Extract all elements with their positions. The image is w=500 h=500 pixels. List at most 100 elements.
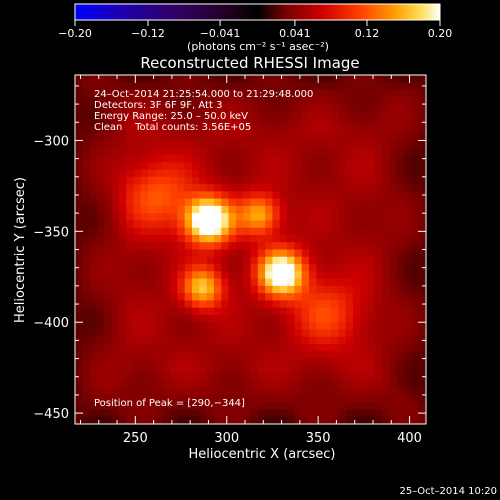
heatmap-cell — [89, 213, 98, 222]
heatmap-cell — [118, 220, 127, 229]
heatmap-cell — [140, 104, 149, 112]
heatmap-cell — [352, 227, 361, 236]
heatmap-cell — [82, 344, 91, 352]
heatmap-cell — [257, 380, 266, 389]
heatmap-cell — [404, 220, 412, 229]
heatmap-cell — [316, 380, 325, 389]
heatmap-cell — [184, 278, 193, 287]
heatmap-cell — [367, 293, 376, 301]
heatmap-cell — [396, 373, 405, 381]
heatmap-cell — [374, 227, 383, 236]
heatmap-cell — [162, 293, 171, 301]
heatmap-cell — [170, 278, 178, 287]
heatmap-cell — [272, 89, 281, 98]
heatmap-cell — [411, 387, 420, 396]
heatmap-cell — [192, 176, 200, 185]
heatmap-cell — [382, 147, 391, 156]
heatmap-cell — [338, 300, 347, 309]
heatmap-cell — [265, 365, 274, 374]
heatmap-cell — [133, 256, 142, 265]
heatmap-cell — [301, 402, 310, 411]
heatmap-cell — [338, 322, 347, 331]
heatmap-cell — [96, 300, 105, 309]
heatmap-cell — [382, 264, 391, 272]
heatmap-cell — [418, 125, 426, 134]
heatmap-cell — [338, 278, 347, 287]
heatmap-cell — [177, 271, 186, 280]
heatmap-cell — [148, 205, 157, 214]
heatmap-cell — [177, 307, 186, 316]
heatmap-cell — [199, 256, 208, 265]
heatmap-cell — [411, 402, 420, 411]
heatmap-cell — [89, 322, 98, 331]
heatmap-cell — [389, 162, 398, 171]
heatmap-cell — [257, 198, 266, 207]
heatmap-cell — [104, 96, 113, 105]
heatmap-cell — [272, 322, 281, 331]
heatmap-cell — [250, 227, 259, 236]
heatmap-cell — [243, 176, 252, 185]
heatmap-cell — [272, 154, 281, 163]
heatmap-cell — [330, 82, 339, 91]
heatmap-cell — [316, 264, 325, 272]
heatmap-cell — [316, 373, 325, 381]
heatmap-cell — [323, 307, 332, 316]
heatmap-cell — [352, 394, 361, 403]
heatmap-cell — [89, 198, 98, 207]
heatmap-cell — [338, 264, 347, 272]
heatmap-cell — [279, 104, 288, 112]
heatmap-cell — [279, 416, 288, 424]
heatmap-cell — [155, 176, 164, 185]
heatmap-cell — [192, 184, 200, 192]
y-tick-label: −450 — [33, 407, 69, 422]
heatmap-cell — [396, 184, 405, 192]
heatmap-cell — [360, 227, 369, 236]
heatmap-cell — [184, 329, 193, 338]
heatmap-cell — [177, 104, 186, 112]
y-tick-label: −350 — [33, 225, 69, 240]
heatmap-cell — [199, 89, 208, 98]
heatmap-cell — [104, 271, 113, 280]
heatmap-cell — [177, 118, 186, 127]
heatmap-cell — [199, 387, 208, 396]
heatmap-cell — [104, 402, 113, 411]
heatmap-cell — [118, 307, 127, 316]
heatmap-cell — [272, 387, 281, 396]
heatmap-cell — [118, 191, 127, 200]
heatmap-cell — [309, 264, 317, 272]
heatmap-cell — [301, 154, 310, 163]
heatmap-cell — [279, 147, 288, 156]
heatmap-cell — [360, 140, 369, 149]
heatmap-cell — [411, 285, 420, 294]
heatmap-cell — [389, 249, 398, 258]
heatmap-cell — [301, 184, 310, 192]
heatmap-cell — [323, 242, 332, 251]
heatmap-cell — [338, 409, 347, 418]
heatmap-cell — [111, 373, 120, 381]
heatmap-cell — [155, 89, 164, 98]
heatmap-cell — [213, 300, 222, 309]
heatmap-cell — [140, 387, 149, 396]
heatmap-cell — [338, 162, 347, 171]
heatmap-cell — [382, 82, 391, 91]
heatmap-cell — [316, 75, 325, 83]
heatmap-cell — [323, 336, 332, 345]
heatmap-cell — [140, 307, 149, 316]
heatmap-cell — [345, 322, 354, 331]
heatmap-cell — [265, 125, 274, 134]
heatmap-cell — [89, 271, 98, 280]
heatmap-cell — [418, 184, 426, 192]
heatmap-cell — [257, 162, 266, 171]
heatmap-cell — [148, 234, 157, 243]
heatmap-cell — [243, 125, 252, 134]
heatmap-cell — [411, 198, 420, 207]
heatmap-cell — [294, 329, 303, 338]
heatmap-cell — [345, 111, 354, 120]
heatmap-cell — [382, 300, 391, 309]
heatmap-cell — [250, 416, 259, 424]
heatmap-cell — [206, 242, 215, 251]
heatmap-cell — [338, 285, 347, 294]
heatmap-cell — [111, 278, 120, 287]
heatmap-cell — [213, 89, 222, 98]
heatmap-cell — [96, 329, 105, 338]
